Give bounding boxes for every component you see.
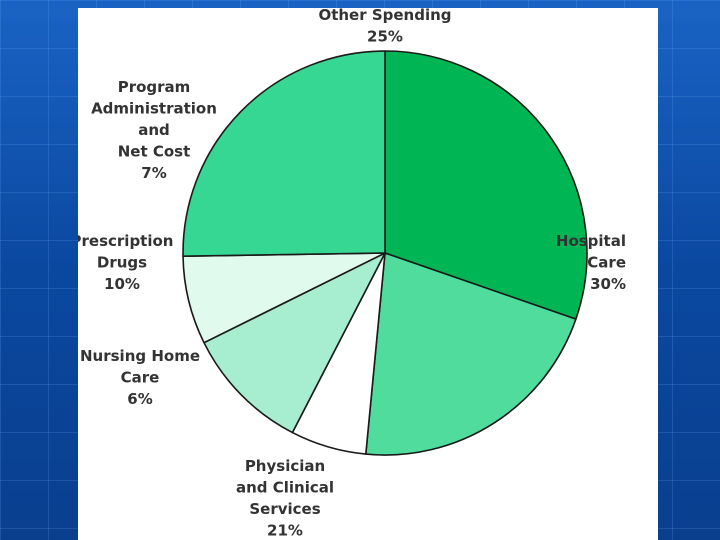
slice-label-line: Physician xyxy=(245,457,325,475)
slice-label-1: Physician and Clinical Services 21% xyxy=(236,457,334,540)
pie-slice-0 xyxy=(384,50,588,320)
slice-label-line: Administration xyxy=(91,100,217,118)
slice-label-line: Services xyxy=(249,500,320,518)
slice-label-2: Nursing Home Care 6% xyxy=(80,347,200,408)
slice-label-5: Other Spending 25% xyxy=(318,8,451,46)
pie-slice-1 xyxy=(365,252,577,456)
slice-label-line: Drugs xyxy=(97,254,147,272)
pie-slice-5 xyxy=(182,50,386,257)
slice-percent: 6% xyxy=(127,390,152,408)
slice-label-line: and Clinical xyxy=(236,479,334,497)
slice-label-0: Hospital Care 30% xyxy=(556,232,626,293)
slice-label-line: Net Cost xyxy=(118,143,191,161)
slice-label-line: and xyxy=(138,121,170,139)
slice-label-line: Nursing Home xyxy=(80,347,200,365)
slice-percent: 10% xyxy=(104,275,140,293)
slice-label-line: Prescription xyxy=(78,232,173,250)
slice-percent: 21% xyxy=(267,522,303,540)
slice-label-line: Care xyxy=(587,254,626,272)
slice-percent: 30% xyxy=(590,275,626,293)
slice-percent: 25% xyxy=(367,28,403,46)
slice-label-line: Care xyxy=(121,369,160,387)
slice-label-line: Hospital xyxy=(556,232,626,250)
slice-percent: 7% xyxy=(141,164,166,182)
slice-label-line: Program xyxy=(118,78,191,96)
slice-label-3: Prescription Drugs 10% xyxy=(78,232,173,293)
chart-panel: Hospital Care 30% Physician and Clinical Serv… xyxy=(78,8,658,540)
slice-label-line: Other Spending xyxy=(318,8,451,24)
pie-slice-3 xyxy=(203,252,386,434)
slice-label-4: Program Administration and Net Cost 7% xyxy=(91,78,217,182)
pie-chart: Hospital Care 30% Physician and Clinical Serv… xyxy=(78,8,626,540)
